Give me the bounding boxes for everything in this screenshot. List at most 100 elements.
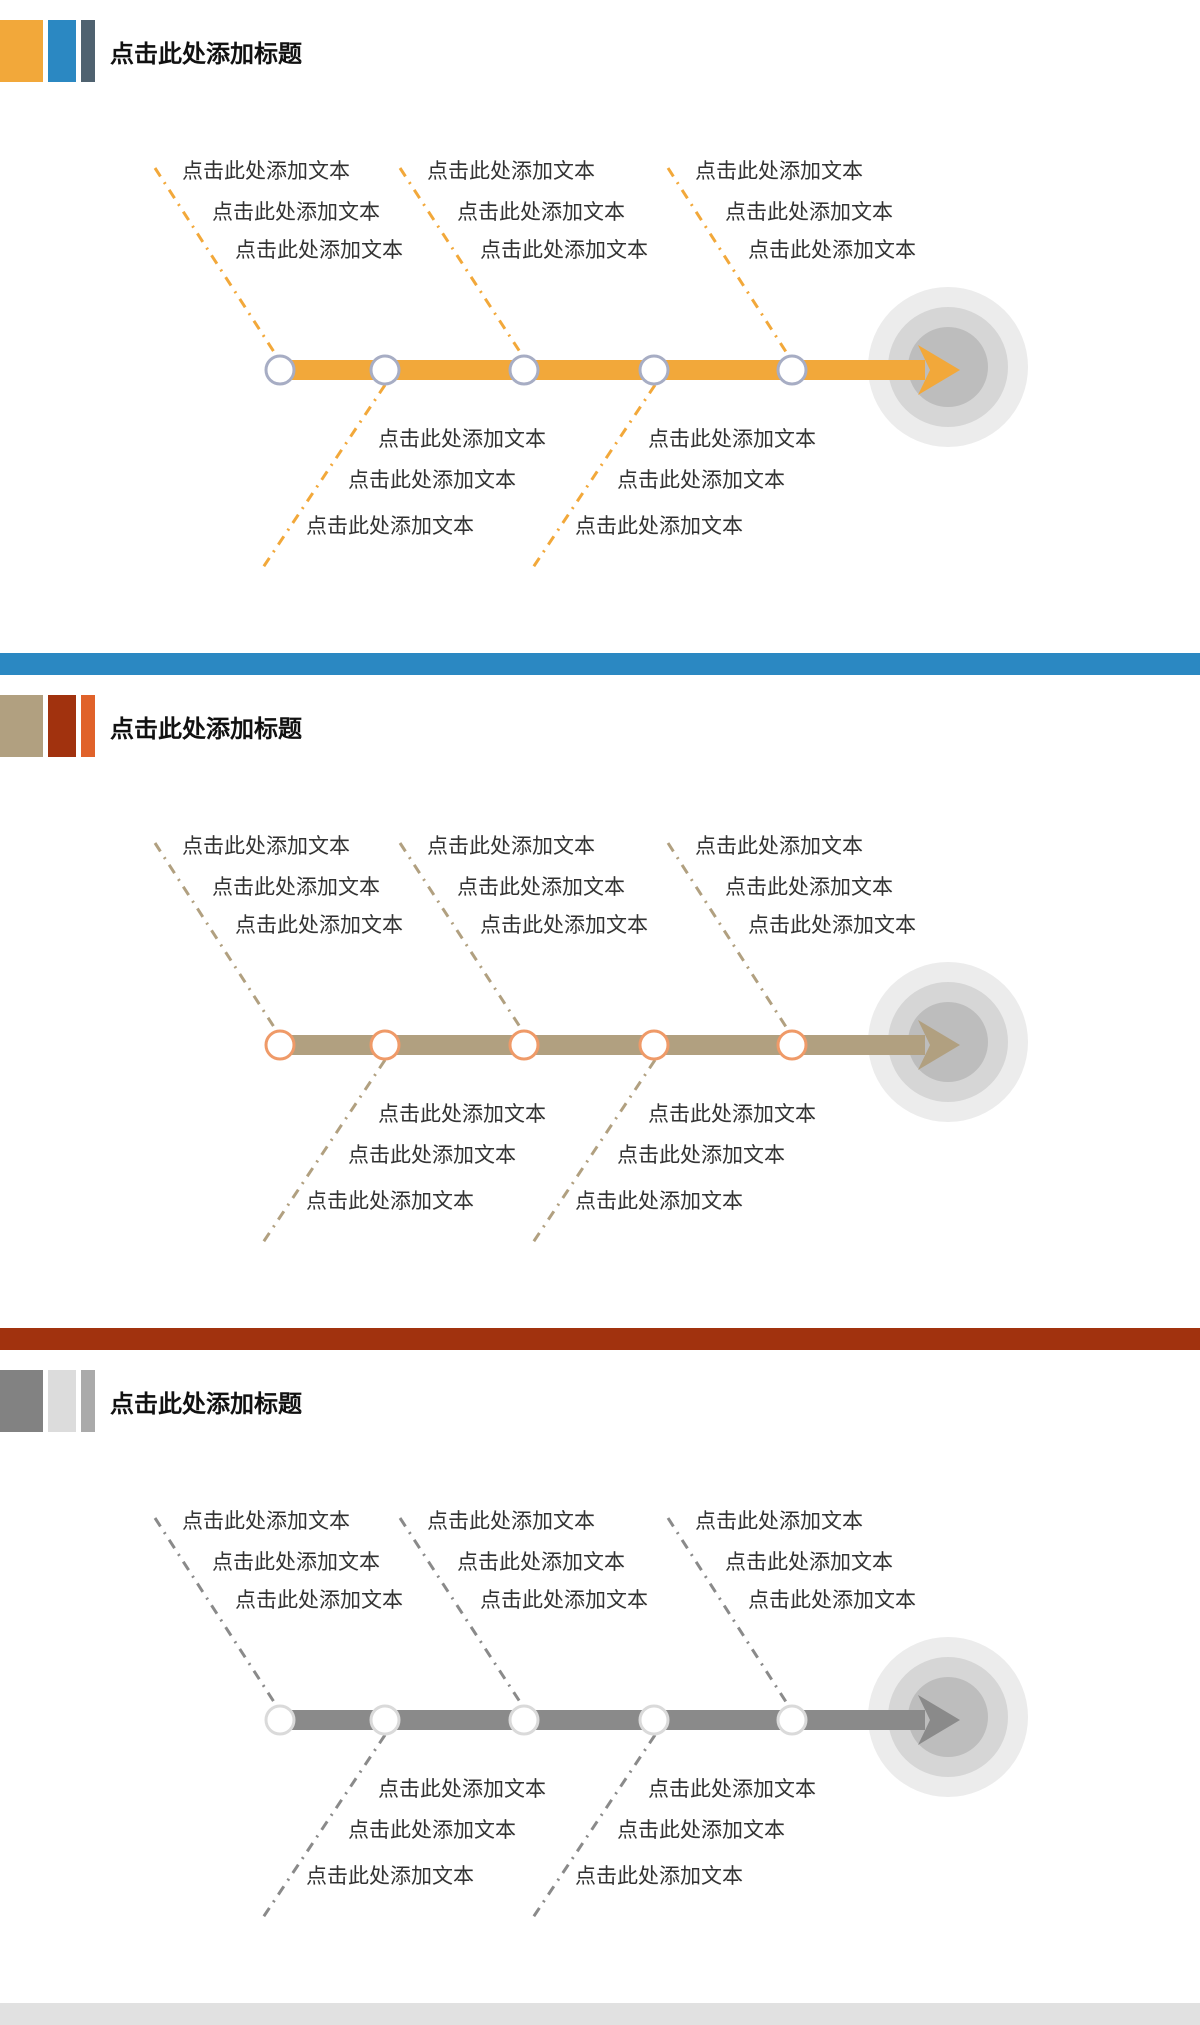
section-separator bbox=[0, 653, 1200, 675]
branch-dash-line bbox=[666, 842, 790, 1031]
branch-dash-line bbox=[398, 167, 524, 356]
spine-node bbox=[508, 1029, 540, 1061]
upper-branch-2-line-1[interactable]: 点击此处添加文本 bbox=[427, 834, 595, 858]
spine-node bbox=[508, 1704, 540, 1736]
branch-dash-line bbox=[528, 384, 657, 573]
branch-dash-line bbox=[153, 842, 278, 1031]
upper-branch-3-line-1[interactable]: 点击此处添加文本 bbox=[695, 834, 863, 858]
lower-branch-2-line-2[interactable]: 点击此处添加文本 bbox=[617, 1818, 785, 1842]
arrow-target-icon bbox=[918, 345, 960, 395]
fishbone-diagram bbox=[0, 20, 1028, 573]
title-tab-3 bbox=[81, 1370, 95, 1432]
upper-branch-1-line-1[interactable]: 点击此处添加文本 bbox=[182, 159, 350, 183]
title-tab-1 bbox=[0, 1370, 43, 1432]
spine-node bbox=[369, 1704, 401, 1736]
lower-branch-1-line-3[interactable]: 点击此处添加文本 bbox=[306, 1864, 474, 1888]
upper-branch-2-line-2[interactable]: 点击此处添加文本 bbox=[457, 1550, 625, 1574]
title-tab-1 bbox=[0, 695, 43, 757]
lower-branch-2-line-3[interactable]: 点击此处添加文本 bbox=[575, 1189, 743, 1213]
branch-dash-line bbox=[398, 1517, 524, 1706]
title-tab-3 bbox=[81, 20, 95, 82]
fishbone-diagram bbox=[0, 1370, 1028, 1923]
upper-branch-1-line-2[interactable]: 点击此处添加文本 bbox=[212, 200, 380, 224]
upper-branch-1-line-3[interactable]: 点击此处添加文本 bbox=[235, 238, 403, 262]
lower-branch-2-line-2[interactable]: 点击此处添加文本 bbox=[617, 1143, 785, 1167]
section-title[interactable]: 点击此处添加标题 bbox=[110, 715, 302, 743]
branch-dash-line bbox=[153, 167, 278, 356]
spine-node bbox=[369, 1029, 401, 1061]
upper-branch-1-line-2[interactable]: 点击此处添加文本 bbox=[212, 1550, 380, 1574]
fishbone-section-3: 点击此处添加标题 点击此处添加文本 点击此处添加文本 点击此处添加文本 点击此处… bbox=[0, 1350, 1200, 2025]
branch-dash-line bbox=[258, 384, 387, 573]
title-tab-2 bbox=[48, 20, 76, 82]
spine-node bbox=[264, 1029, 296, 1061]
arrow-target-icon bbox=[918, 1020, 960, 1070]
upper-branch-3-line-2[interactable]: 点击此处添加文本 bbox=[725, 1550, 893, 1574]
lower-branch-1-line-2[interactable]: 点击此处添加文本 bbox=[348, 1143, 516, 1167]
branch-dash-line bbox=[666, 167, 790, 356]
title-tab-1 bbox=[0, 20, 43, 82]
section-title[interactable]: 点击此处添加标题 bbox=[110, 1390, 302, 1418]
lower-branch-2-line-3[interactable]: 点击此处添加文本 bbox=[575, 514, 743, 538]
spine-node bbox=[776, 1704, 808, 1736]
upper-branch-2-line-2[interactable]: 点击此处添加文本 bbox=[457, 200, 625, 224]
upper-branch-3-line-2[interactable]: 点击此处添加文本 bbox=[725, 200, 893, 224]
branch-dash-line bbox=[258, 1059, 387, 1248]
spine-node bbox=[638, 354, 670, 386]
upper-branch-3-line-3[interactable]: 点击此处添加文本 bbox=[748, 1588, 916, 1612]
upper-branch-2-line-3[interactable]: 点击此处添加文本 bbox=[480, 1588, 648, 1612]
lower-branch-2-line-2[interactable]: 点击此处添加文本 bbox=[617, 468, 785, 492]
upper-branch-2-line-3[interactable]: 点击此处添加文本 bbox=[480, 238, 648, 262]
spine-line bbox=[280, 360, 925, 380]
branch-dash-line bbox=[528, 1734, 657, 1923]
lower-branch-2-line-1[interactable]: 点击此处添加文本 bbox=[648, 1777, 816, 1801]
lower-branch-1-line-2[interactable]: 点击此处添加文本 bbox=[348, 1818, 516, 1842]
lower-branch-2-line-3[interactable]: 点击此处添加文本 bbox=[575, 1864, 743, 1888]
section-separator bbox=[0, 1328, 1200, 1350]
branch-dash-line bbox=[398, 842, 524, 1031]
upper-branch-1-line-3[interactable]: 点击此处添加文本 bbox=[235, 913, 403, 937]
lower-branch-2-line-1[interactable]: 点击此处添加文本 bbox=[648, 1102, 816, 1126]
spine-node bbox=[776, 354, 808, 386]
lower-branch-1-line-3[interactable]: 点击此处添加文本 bbox=[306, 514, 474, 538]
upper-branch-1-line-2[interactable]: 点击此处添加文本 bbox=[212, 875, 380, 899]
title-tab-2 bbox=[48, 1370, 76, 1432]
spine-line bbox=[280, 1035, 925, 1055]
spine-line bbox=[280, 1710, 925, 1730]
section-title[interactable]: 点击此处添加标题 bbox=[110, 40, 302, 68]
title-tab-2 bbox=[48, 695, 76, 757]
lower-branch-1-line-1[interactable]: 点击此处添加文本 bbox=[378, 427, 546, 451]
title-tab-3 bbox=[81, 695, 95, 757]
upper-branch-3-line-2[interactable]: 点击此处添加文本 bbox=[725, 875, 893, 899]
fishbone-diagram bbox=[0, 695, 1028, 1248]
upper-branch-3-line-3[interactable]: 点击此处添加文本 bbox=[748, 913, 916, 937]
fishbone-section-2: 点击此处添加标题 点击此处添加文本 点击此处添加文本 点击此处添加文本 点击此处… bbox=[0, 675, 1200, 1350]
lower-branch-2-line-1[interactable]: 点击此处添加文本 bbox=[648, 427, 816, 451]
arrow-target-icon bbox=[918, 1695, 960, 1745]
branch-dash-line bbox=[258, 1734, 387, 1923]
upper-branch-3-line-1[interactable]: 点击此处添加文本 bbox=[695, 1509, 863, 1533]
lower-branch-1-line-2[interactable]: 点击此处添加文本 bbox=[348, 468, 516, 492]
fishbone-section-1: 点击此处添加标题 点击此处添加文本 点击此处添加文本 点击此处添加文本 点击此处… bbox=[0, 0, 1200, 675]
upper-branch-2-line-2[interactable]: 点击此处添加文本 bbox=[457, 875, 625, 899]
spine-node bbox=[264, 1704, 296, 1736]
branch-dash-line bbox=[528, 1059, 657, 1248]
spine-node bbox=[638, 1029, 670, 1061]
upper-branch-2-line-1[interactable]: 点击此处添加文本 bbox=[427, 1509, 595, 1533]
upper-branch-3-line-3[interactable]: 点击此处添加文本 bbox=[748, 238, 916, 262]
spine-node bbox=[508, 354, 540, 386]
branch-dash-line bbox=[666, 1517, 790, 1706]
lower-branch-1-line-1[interactable]: 点击此处添加文本 bbox=[378, 1102, 546, 1126]
upper-branch-1-line-1[interactable]: 点击此处添加文本 bbox=[182, 834, 350, 858]
section-separator bbox=[0, 2003, 1200, 2025]
lower-branch-1-line-1[interactable]: 点击此处添加文本 bbox=[378, 1777, 546, 1801]
spine-node bbox=[638, 1704, 670, 1736]
spine-node bbox=[776, 1029, 808, 1061]
upper-branch-3-line-1[interactable]: 点击此处添加文本 bbox=[695, 159, 863, 183]
upper-branch-2-line-1[interactable]: 点击此处添加文本 bbox=[427, 159, 595, 183]
spine-node bbox=[369, 354, 401, 386]
upper-branch-1-line-3[interactable]: 点击此处添加文本 bbox=[235, 1588, 403, 1612]
upper-branch-2-line-3[interactable]: 点击此处添加文本 bbox=[480, 913, 648, 937]
upper-branch-1-line-1[interactable]: 点击此处添加文本 bbox=[182, 1509, 350, 1533]
lower-branch-1-line-3[interactable]: 点击此处添加文本 bbox=[306, 1189, 474, 1213]
